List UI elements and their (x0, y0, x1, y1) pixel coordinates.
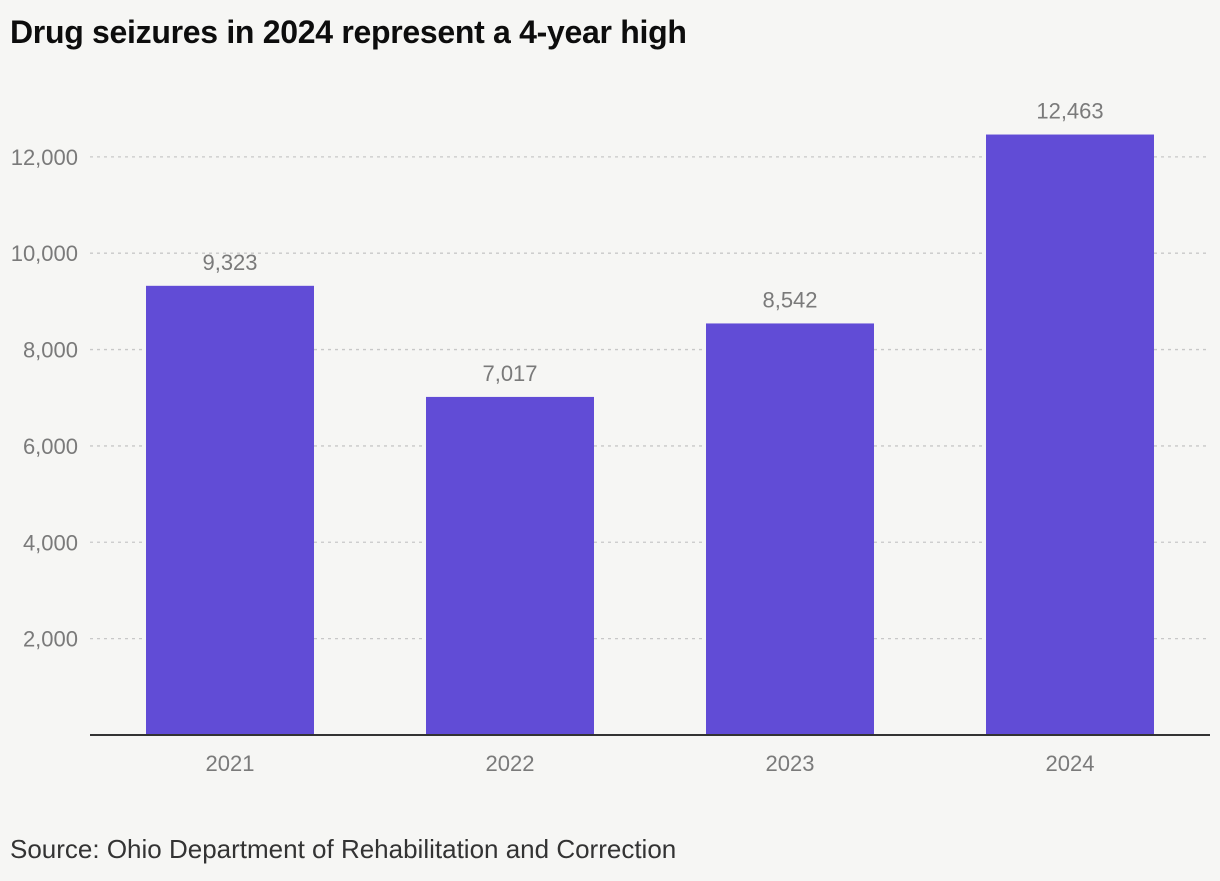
y-tick-label: 6,000 (23, 434, 78, 459)
bar-2024 (986, 134, 1154, 735)
y-tick-label: 12,000 (11, 145, 78, 170)
y-tick-label: 8,000 (23, 338, 78, 363)
data-label: 9,323 (202, 250, 257, 275)
x-tick-label: 2021 (206, 751, 255, 776)
y-tick-label: 4,000 (23, 530, 78, 555)
x-tick-label: 2022 (486, 751, 535, 776)
bar-2021 (146, 285, 314, 735)
bar-2022 (426, 396, 594, 735)
data-label: 12,463 (1036, 99, 1103, 124)
y-tick-label: 2,000 (23, 627, 78, 652)
source-note: Source: Ohio Department of Rehabilitatio… (10, 834, 677, 864)
x-tick-label: 2024 (1046, 751, 1095, 776)
chart-title: Drug seizures in 2024 represent a 4-year… (10, 14, 687, 50)
data-label: 7,017 (482, 361, 537, 386)
y-tick-label: 10,000 (11, 241, 78, 266)
data-label: 8,542 (762, 287, 817, 312)
bar-2023 (706, 323, 874, 735)
x-tick-label: 2023 (766, 751, 815, 776)
